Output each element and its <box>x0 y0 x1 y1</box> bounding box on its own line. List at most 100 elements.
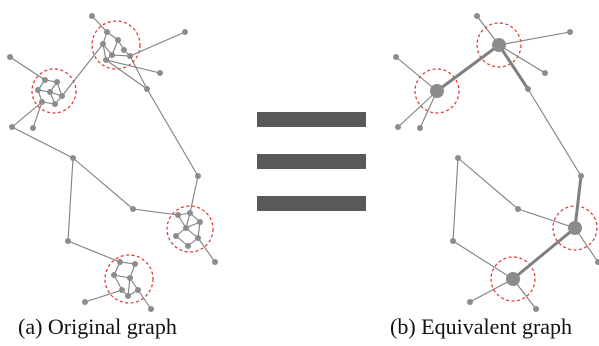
original-graph-node <box>59 93 65 99</box>
original-graph-node <box>89 13 95 19</box>
caption-equivalent-graph: (b) Equivalent graph <box>390 314 573 339</box>
equivalent-graph-edge <box>498 44 546 74</box>
equivalent-graph-super-node <box>430 84 444 98</box>
original-graph-node <box>65 238 71 244</box>
original-graph-node <box>47 89 53 95</box>
original-graph-node <box>100 41 106 47</box>
original-graph-node <box>42 77 48 83</box>
original-graph-node <box>182 29 188 35</box>
original-graph-edge <box>67 240 121 263</box>
equivalent-graph-cluster-link <box>435 43 501 93</box>
equivalent-graph-node <box>417 125 423 131</box>
original-graph-edge <box>61 43 104 97</box>
original-graph-node <box>130 206 136 212</box>
equivalent-graph-super-node <box>506 272 520 286</box>
original-graph-node <box>183 225 189 231</box>
original-graph-node <box>39 99 45 105</box>
equivalent-graph-edge <box>498 31 571 46</box>
original-graph-edge <box>129 55 148 90</box>
original-graph-node <box>212 259 218 265</box>
equivalent-graph-edge <box>469 278 514 303</box>
original-graph-node <box>125 293 131 299</box>
original-graph-node <box>144 86 150 92</box>
original-graph-nodes <box>7 13 218 312</box>
original-graph-node <box>132 261 138 267</box>
original-graph-edge <box>197 237 216 263</box>
original-graph-edge <box>127 277 131 297</box>
original-graph-node <box>119 287 125 293</box>
original-graph-cluster-circle <box>166 205 214 253</box>
equivalent-graph-super-node <box>568 221 582 235</box>
original-graph-edges <box>9 15 216 310</box>
original-graph-edge <box>132 208 179 216</box>
equivalent-graph-edge <box>527 88 582 177</box>
original-graph-node <box>148 306 154 312</box>
original-graph-edge <box>146 88 199 177</box>
equivalent-graph-node <box>474 13 480 19</box>
equivalent-graph-cluster-circle <box>414 68 460 114</box>
original-graph-node <box>187 210 193 216</box>
equivalent-graph-super-node <box>492 38 506 52</box>
original-graph-node <box>127 53 133 59</box>
equals-bar-bottom <box>257 196 366 211</box>
original-graph-edge <box>11 101 43 128</box>
original-graph-node <box>135 287 141 293</box>
original-graph-node <box>104 29 110 35</box>
original-graph-node <box>82 299 88 305</box>
original-graph <box>7 13 218 312</box>
original-graph-node <box>175 212 181 218</box>
equivalent-graph-edge <box>457 157 519 210</box>
equivalent-graph-highlight-circles <box>414 22 598 302</box>
original-graph-edge <box>91 15 108 33</box>
original-graph-node <box>127 275 133 281</box>
original-graph-node <box>9 124 15 130</box>
original-graph-cluster-circle <box>104 254 154 304</box>
equivalent-graph-node <box>578 173 584 179</box>
equivalent-graph-node <box>395 124 401 130</box>
equivalent-graph-edge <box>452 240 514 280</box>
original-graph-highlight-circles <box>31 20 214 304</box>
equivalent-graph-node <box>525 86 531 92</box>
original-graph-edge <box>72 157 134 210</box>
original-graph-node <box>70 155 76 161</box>
equals-bar-middle <box>257 154 366 169</box>
original-graph-edge <box>189 175 199 214</box>
equivalent-graph-cluster-link <box>573 174 583 230</box>
original-graph-node <box>115 37 121 43</box>
equivalent-graph-node <box>393 54 399 60</box>
equivalent-graph <box>393 13 599 312</box>
original-graph-node <box>35 87 41 93</box>
original-graph-node <box>103 57 109 63</box>
original-graph-node <box>7 54 13 60</box>
original-graph-node <box>54 79 60 85</box>
original-graph-cluster-circle <box>91 20 141 70</box>
equivalent-graph-edges <box>395 15 599 310</box>
equivalent-graph-cluster-circle <box>476 22 522 68</box>
original-graph-node <box>52 101 58 107</box>
original-graph-edge <box>129 31 186 57</box>
equals-bar-top <box>257 112 366 127</box>
original-graph-node <box>121 47 127 53</box>
equivalent-graph-node <box>542 70 548 76</box>
equivalent-graph-cluster-link <box>497 43 530 91</box>
equivalent-graph-edge <box>517 208 576 229</box>
original-graph-node <box>117 259 123 265</box>
original-graph-node <box>111 272 117 278</box>
original-graph-edge <box>111 54 131 57</box>
original-graph-edge <box>9 56 46 81</box>
original-graph-node <box>109 52 115 58</box>
original-graph-edge <box>105 59 148 90</box>
equivalent-graph-node <box>455 155 461 161</box>
equivalent-graph-node <box>533 306 539 312</box>
original-graph-node <box>157 70 163 76</box>
equivalent-graph-node <box>515 206 521 212</box>
original-graph-node <box>195 173 201 179</box>
caption-original-graph: (a) Original graph <box>18 314 177 339</box>
original-graph-edge <box>137 289 152 310</box>
original-graph-edge <box>32 101 43 129</box>
original-graph-edge <box>67 157 74 242</box>
equivalent-graph-node <box>595 259 599 265</box>
original-graph-node <box>195 235 201 241</box>
equivalent-graph-nodes <box>393 13 599 312</box>
original-graph-edge <box>84 289 123 303</box>
